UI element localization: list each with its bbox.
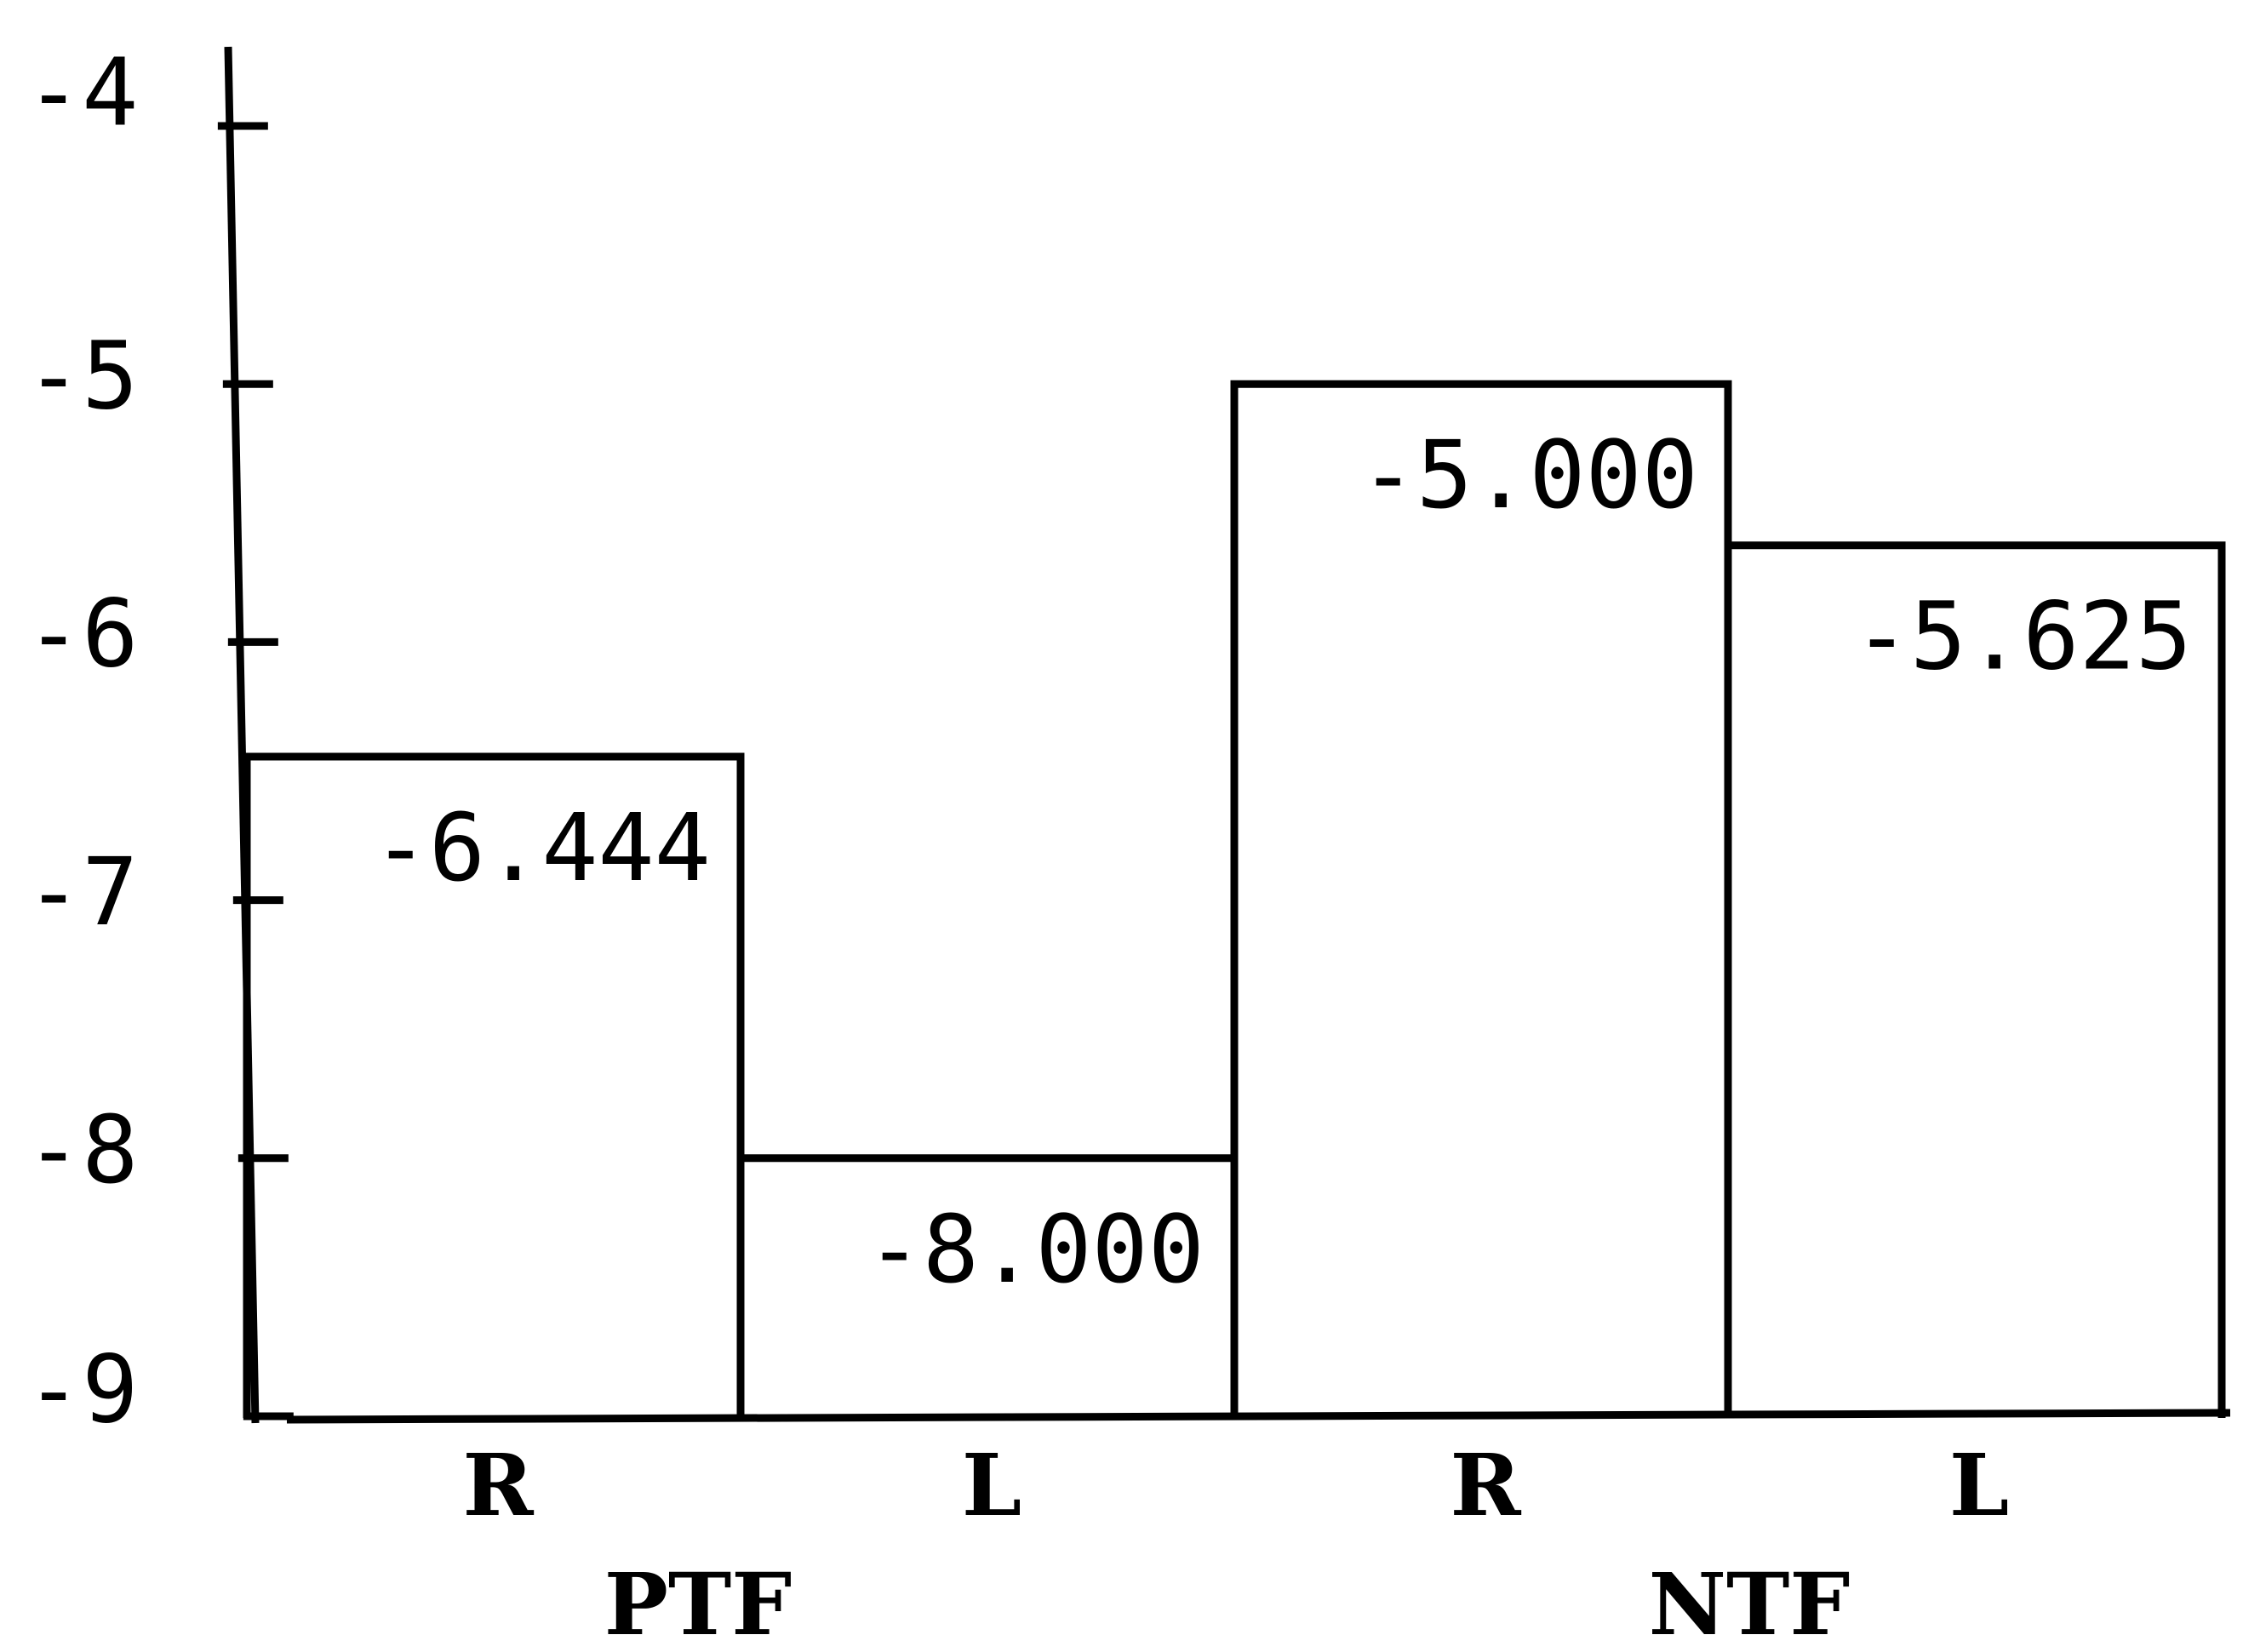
bar-ntf-r xyxy=(1230,380,1732,1418)
data-labels: -6.444 -8.000 -5.000 -5.625 xyxy=(373,420,2192,1304)
y-tick-label: -8 xyxy=(26,1095,138,1204)
x-tick-label: L xyxy=(1949,1435,2009,1535)
y-tick-label: -7 xyxy=(26,837,138,946)
y-axis-ticks: -4 -5 -6 -7 -8 -9 xyxy=(26,37,294,1443)
x-axis-group-labels: PTF NTF xyxy=(604,1554,1851,1652)
group-label-ptf: PTF xyxy=(604,1554,792,1652)
y-tick-label: -4 xyxy=(26,37,138,146)
bar-value-label: -8.000 xyxy=(867,1195,1204,1304)
x-tick-label: R xyxy=(1450,1435,1521,1535)
bars xyxy=(243,380,2226,1418)
group-label-ntf: NTF xyxy=(1649,1554,1851,1652)
y-tick-label: -9 xyxy=(26,1335,138,1443)
x-tick-label: L xyxy=(962,1435,1021,1535)
bar-value-label: -5.000 xyxy=(1360,420,1698,529)
x-tick-label: R xyxy=(462,1435,534,1535)
bar-value-label: -5.625 xyxy=(1854,582,2192,691)
y-tick-label: -6 xyxy=(26,580,138,689)
bar-value-label: -6.444 xyxy=(373,793,711,902)
y-axis-line xyxy=(224,46,260,1424)
axes xyxy=(224,46,2231,1424)
bar-ntf-l xyxy=(1724,541,2226,1418)
y-tick-label: -5 xyxy=(26,321,138,430)
x-axis-line xyxy=(286,1409,2231,1424)
